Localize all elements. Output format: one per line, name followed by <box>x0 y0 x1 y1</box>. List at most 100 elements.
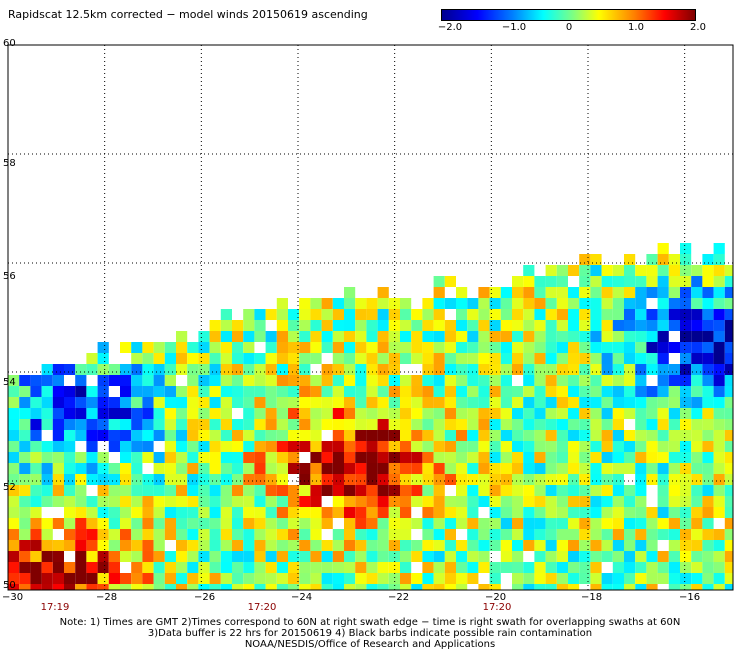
data-cell <box>657 287 669 298</box>
data-cell <box>680 474 692 485</box>
data-cell <box>713 353 725 364</box>
data-cell <box>299 507 311 518</box>
data-cell <box>568 265 580 276</box>
data-cell <box>444 364 456 375</box>
data-cell <box>646 386 658 397</box>
data-cell <box>187 452 199 463</box>
data-cell <box>713 331 725 342</box>
data-cell <box>467 562 479 573</box>
data-cell <box>601 331 613 342</box>
data-cell <box>590 254 602 265</box>
data-cell <box>680 353 692 364</box>
data-cell <box>668 518 680 529</box>
data-cell <box>41 496 53 507</box>
data-cell <box>187 408 199 419</box>
data-cell <box>556 441 568 452</box>
data-cell <box>321 342 333 353</box>
data-cell <box>232 320 244 331</box>
data-cell <box>456 298 468 309</box>
data-cell <box>344 496 356 507</box>
data-cell <box>668 265 680 276</box>
data-cell <box>657 408 669 419</box>
data-cell <box>478 331 490 342</box>
data-cell <box>108 419 120 430</box>
data-cell <box>579 331 591 342</box>
data-cell <box>276 298 288 309</box>
data-cell <box>691 419 703 430</box>
data-cell <box>276 353 288 364</box>
data-cell <box>288 518 300 529</box>
data-cell <box>232 518 244 529</box>
data-cell <box>601 342 613 353</box>
data-cell <box>232 353 244 364</box>
data-cell <box>556 529 568 540</box>
data-cell <box>344 353 356 364</box>
data-cell <box>142 353 154 364</box>
data-cell <box>400 474 412 485</box>
data-cell <box>612 375 624 386</box>
data-cell <box>400 298 412 309</box>
data-cell <box>702 551 714 562</box>
data-cell <box>86 540 98 551</box>
data-cell <box>624 320 636 331</box>
data-cell <box>310 386 322 397</box>
data-cell <box>478 287 490 298</box>
data-cell <box>288 463 300 474</box>
data-cell <box>500 485 512 496</box>
data-cell <box>590 485 602 496</box>
data-cell <box>478 463 490 474</box>
data-cell <box>713 573 725 584</box>
data-cell <box>243 529 255 540</box>
data-cell <box>344 562 356 573</box>
data-cell <box>131 518 143 529</box>
data-cell <box>388 298 400 309</box>
data-cell <box>8 485 20 496</box>
data-cell <box>377 573 389 584</box>
data-cell <box>276 584 288 590</box>
data-cell <box>456 584 468 590</box>
data-cell <box>332 474 344 485</box>
data-cell <box>366 364 378 375</box>
data-cell <box>691 573 703 584</box>
data-cell <box>646 452 658 463</box>
data-cell <box>198 430 210 441</box>
data-cell <box>478 320 490 331</box>
data-cell <box>108 518 120 529</box>
data-cell <box>646 507 658 518</box>
data-cell <box>400 518 412 529</box>
data-cell <box>635 419 647 430</box>
data-cell <box>657 430 669 441</box>
data-cell <box>220 386 232 397</box>
data-cell <box>556 397 568 408</box>
data-cell <box>724 386 733 397</box>
data-cell <box>601 551 613 562</box>
data-cell <box>344 397 356 408</box>
data-cell <box>176 430 188 441</box>
data-cell <box>478 496 490 507</box>
data-cell <box>411 331 423 342</box>
data-cell <box>668 397 680 408</box>
data-cell <box>624 375 636 386</box>
data-cell <box>724 353 733 364</box>
data-cell <box>52 518 64 529</box>
data-cell <box>556 474 568 485</box>
data-cell <box>321 562 333 573</box>
data-cell <box>400 397 412 408</box>
data-cell <box>209 474 221 485</box>
data-cell <box>411 342 423 353</box>
data-cell <box>97 419 109 430</box>
data-cell <box>444 573 456 584</box>
data-cell <box>265 386 277 397</box>
data-cell <box>198 375 210 386</box>
data-cell <box>30 452 42 463</box>
data-cell <box>579 452 591 463</box>
data-cell <box>265 364 277 375</box>
data-cell <box>209 419 221 430</box>
data-cell <box>601 298 613 309</box>
data-cell <box>500 518 512 529</box>
data-cell <box>411 452 423 463</box>
data-cell <box>467 386 479 397</box>
data-cell <box>680 397 692 408</box>
data-cell <box>265 573 277 584</box>
